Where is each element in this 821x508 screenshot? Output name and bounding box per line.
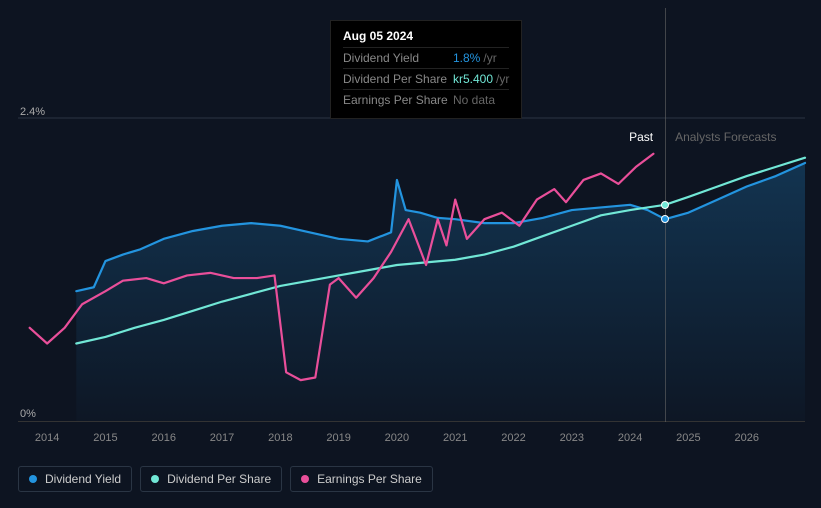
tooltip-row-value: 1.8% bbox=[453, 51, 480, 65]
tooltip-row: Dividend Per Sharekr5.400/yr bbox=[343, 68, 509, 89]
chart-marker bbox=[661, 215, 669, 223]
chart-area[interactable]: 2.4% 0% Past Analysts Forecasts bbox=[18, 108, 805, 422]
x-axis-tick: 2025 bbox=[676, 432, 700, 444]
tooltip-row: Earnings Per ShareNo data bbox=[343, 89, 509, 110]
tooltip-row-label: Earnings Per Share bbox=[343, 93, 453, 107]
legend-item[interactable]: Dividend Yield bbox=[18, 466, 132, 492]
legend-label: Dividend Per Share bbox=[167, 472, 271, 486]
x-axis-tick: 2021 bbox=[443, 432, 467, 444]
tooltip-date: Aug 05 2024 bbox=[343, 29, 509, 43]
x-axis-tick: 2022 bbox=[501, 432, 525, 444]
legend-item[interactable]: Earnings Per Share bbox=[290, 466, 433, 492]
x-axis-tick: 2014 bbox=[35, 432, 59, 444]
x-axis-tick: 2024 bbox=[618, 432, 642, 444]
tooltip-row-value: kr5.400 bbox=[453, 72, 493, 86]
legend-dot-icon bbox=[29, 475, 37, 483]
tooltip-row-suffix: /yr bbox=[496, 72, 509, 86]
forecast-label: Analysts Forecasts bbox=[675, 130, 776, 144]
x-axis: 2014 2015 2016 2017 2018 2019 2020 2021 2022 2023… bbox=[18, 432, 805, 446]
tooltip-row-suffix: /yr bbox=[483, 51, 496, 65]
x-axis-tick: 2016 bbox=[151, 432, 175, 444]
chart-tooltip: Aug 05 2024 Dividend Yield1.8%/yrDividen… bbox=[330, 20, 522, 119]
x-axis-tick: 2026 bbox=[734, 432, 758, 444]
x-axis-tick: 2019 bbox=[326, 432, 350, 444]
x-axis-tick: 2023 bbox=[560, 432, 584, 444]
x-axis-tick: 2018 bbox=[268, 432, 292, 444]
legend-dot-icon bbox=[301, 475, 309, 483]
chart-svg bbox=[18, 108, 805, 422]
tooltip-row-value: No data bbox=[453, 93, 495, 107]
legend-dot-icon bbox=[151, 475, 159, 483]
legend: Dividend Yield Dividend Per Share Earnings… bbox=[18, 466, 433, 492]
x-axis-tick: 2017 bbox=[210, 432, 234, 444]
x-axis-tick: 2015 bbox=[93, 432, 117, 444]
legend-label: Dividend Yield bbox=[45, 472, 121, 486]
tooltip-row: Dividend Yield1.8%/yr bbox=[343, 47, 509, 68]
past-label: Past bbox=[629, 130, 653, 144]
tooltip-row-label: Dividend Yield bbox=[343, 51, 453, 65]
legend-item[interactable]: Dividend Per Share bbox=[140, 466, 282, 492]
tooltip-row-label: Dividend Per Share bbox=[343, 72, 453, 86]
legend-label: Earnings Per Share bbox=[317, 472, 422, 486]
x-axis-tick: 2020 bbox=[385, 432, 409, 444]
chart-marker bbox=[661, 201, 669, 209]
